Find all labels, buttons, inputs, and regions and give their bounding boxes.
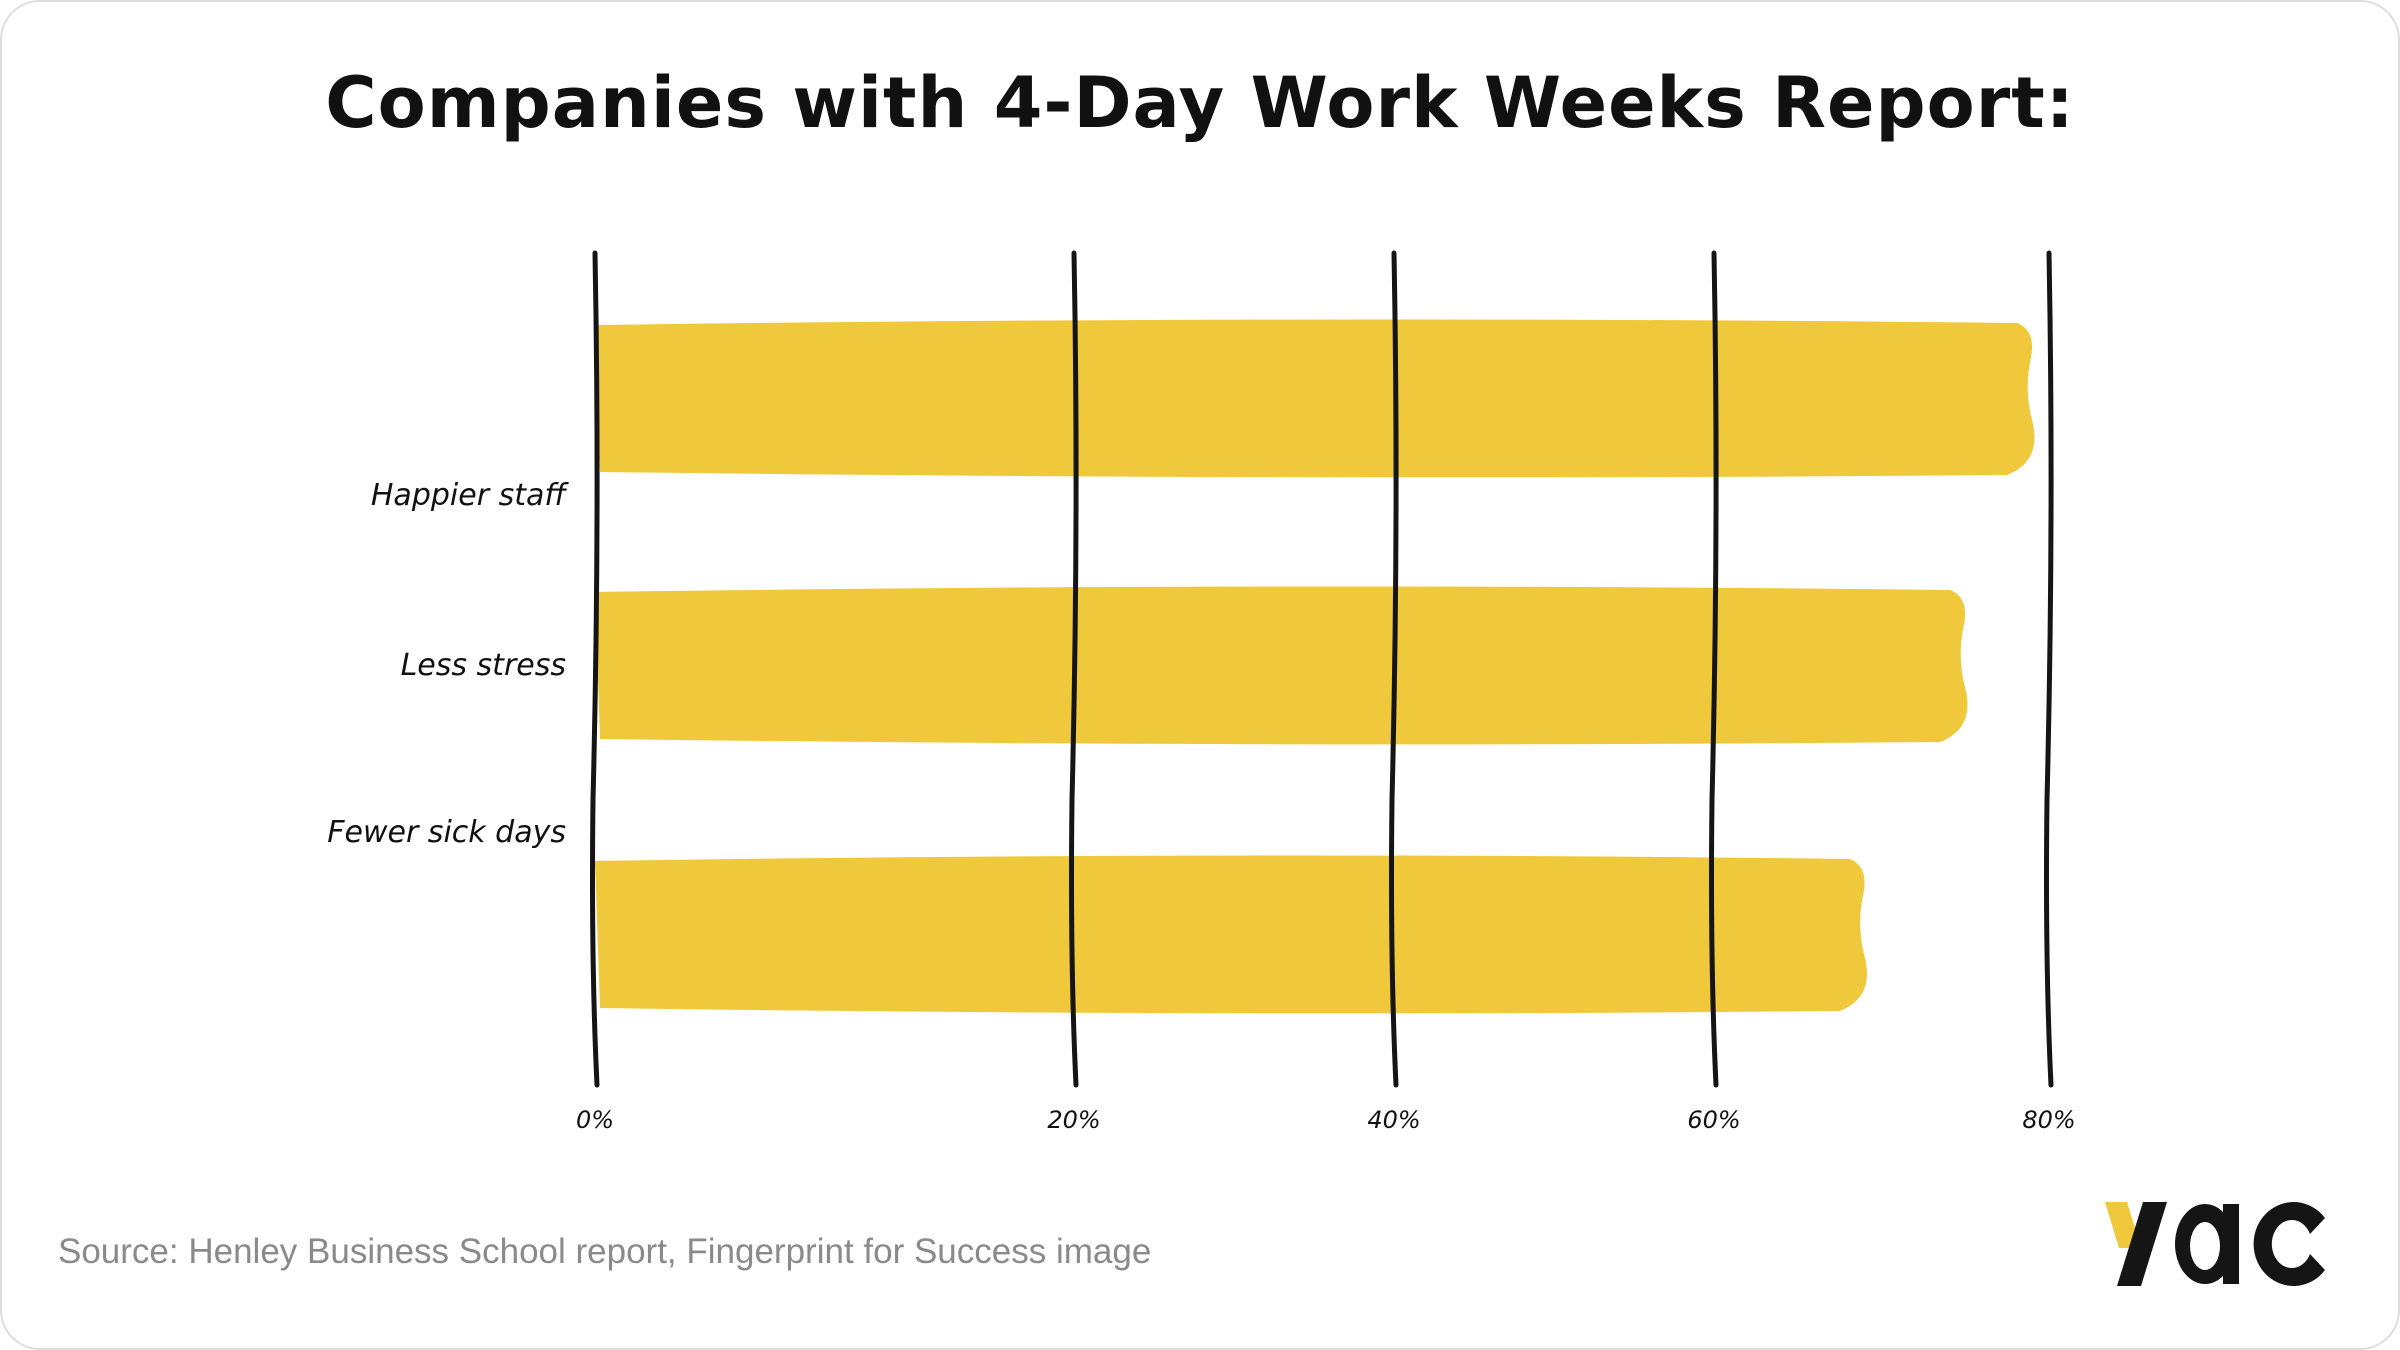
source-caption: Source: Henley Business School report, F… [58,1232,1152,1271]
yac-logo [2105,1202,2325,1286]
bar-less-stress [595,586,1968,745]
x-tick-label: 60% [1687,1106,1740,1134]
gridline [1709,250,1719,1088]
category-label: Less stress [401,648,566,683]
logo-accent [2105,1202,2141,1248]
gridline [1389,250,1399,1088]
gridline [2044,250,2054,1088]
x-tick-label: 0% [576,1106,614,1134]
x-tick-label: 20% [1047,1106,1100,1134]
category-label: Happier staff [371,478,569,513]
chart-title: Companies with 4-Day Work Weeks Report: [325,62,2075,144]
gridline [1069,250,1079,1088]
x-tick-label: 40% [1367,1106,1420,1134]
bar-fewer-sick-days [595,855,1867,1014]
bar-happier-staff [595,319,2035,478]
category-label: Fewer sick days [327,815,566,850]
gridline [590,250,600,1088]
x-tick-label: 80% [2022,1106,2075,1134]
